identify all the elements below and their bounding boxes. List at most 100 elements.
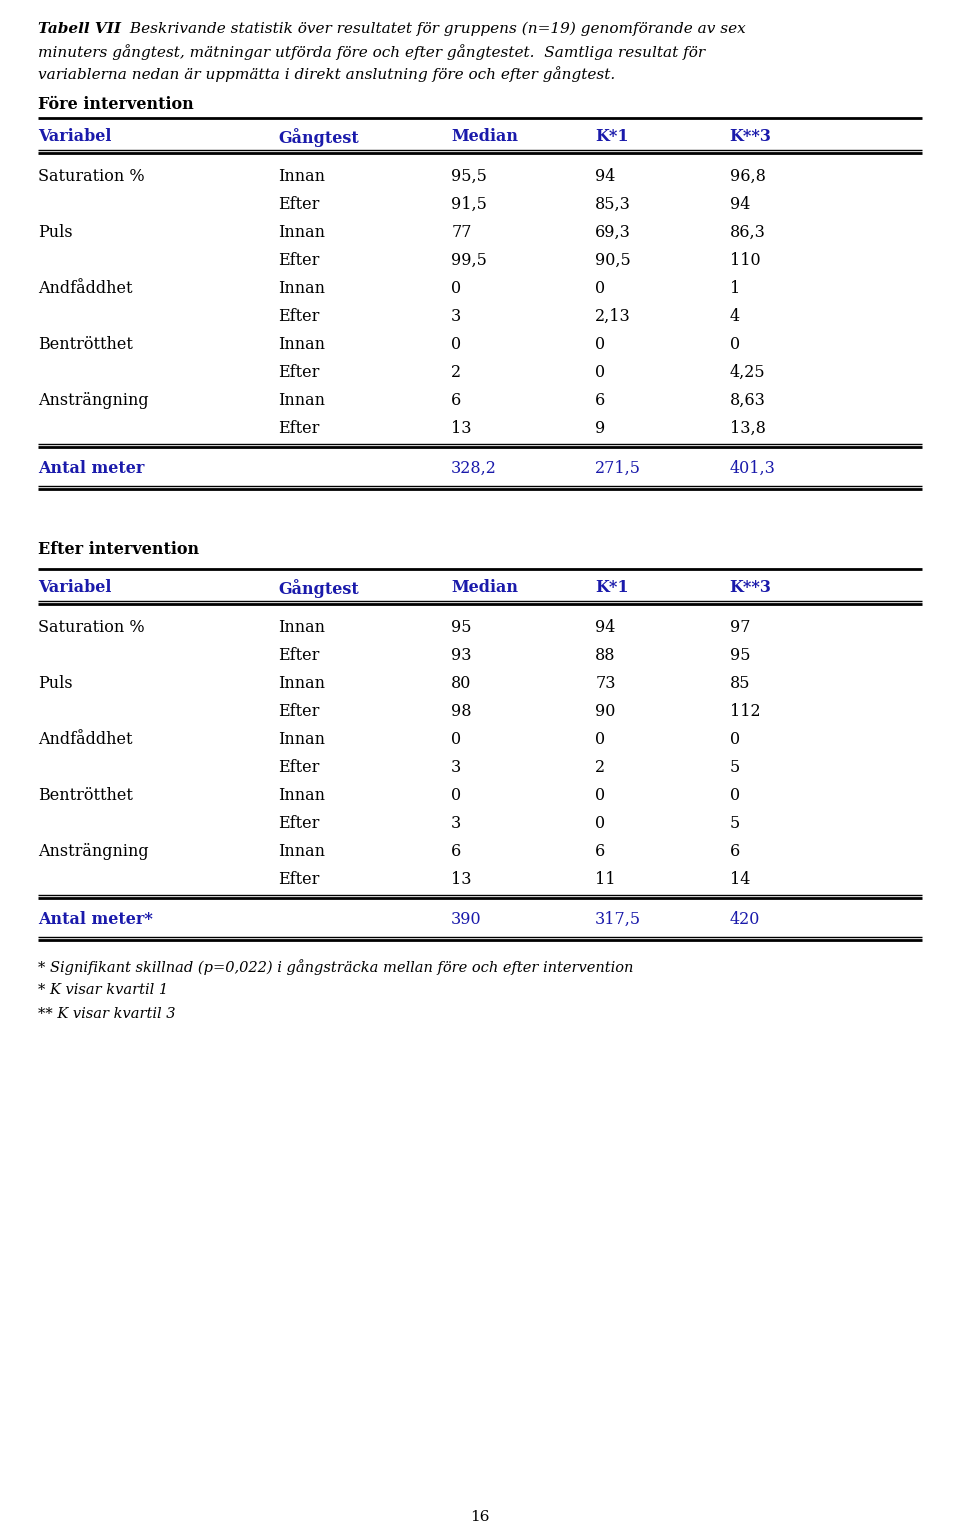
- Text: 95,5: 95,5: [451, 167, 487, 186]
- Text: Ansträngning: Ansträngning: [38, 391, 149, 408]
- Text: Median: Median: [451, 127, 518, 144]
- Text: Bentrötthet: Bentrötthet: [38, 787, 133, 804]
- Text: Puls: Puls: [38, 675, 73, 692]
- Text: Variabel: Variabel: [38, 579, 111, 596]
- Text: 6: 6: [595, 391, 606, 408]
- Text: 6: 6: [595, 843, 606, 860]
- Text: 80: 80: [451, 675, 471, 692]
- Text: Andfåddhet: Andfåddhet: [38, 731, 132, 748]
- Text: 390: 390: [451, 910, 482, 929]
- Text: 13: 13: [451, 421, 471, 437]
- Text: Efter: Efter: [278, 421, 320, 437]
- Text: Beskrivande statistik över resultatet för gruppens (n=19) genomförande av sex: Beskrivande statistik över resultatet fö…: [126, 21, 746, 37]
- Text: 0: 0: [730, 731, 740, 748]
- Text: 6: 6: [451, 391, 462, 408]
- Text: Innan: Innan: [278, 675, 325, 692]
- Text: 85: 85: [730, 675, 750, 692]
- Text: 2: 2: [451, 364, 462, 381]
- Text: Gångtest: Gångtest: [278, 579, 359, 599]
- Text: 94: 94: [730, 196, 750, 213]
- Text: 0: 0: [595, 364, 606, 381]
- Text: Innan: Innan: [278, 224, 325, 241]
- Text: Efter: Efter: [278, 758, 320, 777]
- Text: 77: 77: [451, 224, 471, 241]
- Text: Gångtest: Gångtest: [278, 127, 359, 147]
- Text: minuters gångtest, mätningar utförda före och efter gångtestet.  Samtliga result: minuters gångtest, mätningar utförda för…: [38, 45, 706, 60]
- Text: 3: 3: [451, 309, 462, 325]
- Text: Saturation %: Saturation %: [38, 167, 145, 186]
- Text: Efter intervention: Efter intervention: [38, 540, 200, 559]
- Text: 90,5: 90,5: [595, 252, 631, 269]
- Text: 90: 90: [595, 703, 615, 720]
- Text: 6: 6: [730, 843, 740, 860]
- Text: 9: 9: [595, 421, 606, 437]
- Text: 91,5: 91,5: [451, 196, 487, 213]
- Text: Efter: Efter: [278, 870, 320, 889]
- Text: 73: 73: [595, 675, 615, 692]
- Text: 317,5: 317,5: [595, 910, 641, 929]
- Text: 16: 16: [470, 1510, 490, 1524]
- Text: K*1: K*1: [595, 127, 629, 144]
- Text: 3: 3: [451, 815, 462, 832]
- Text: 14: 14: [730, 870, 750, 889]
- Text: 110: 110: [730, 252, 760, 269]
- Text: Innan: Innan: [278, 843, 325, 860]
- Text: Tabell VII: Tabell VII: [38, 21, 121, 35]
- Text: 328,2: 328,2: [451, 460, 497, 477]
- Text: 401,3: 401,3: [730, 460, 776, 477]
- Text: 94: 94: [595, 167, 615, 186]
- Text: Efter: Efter: [278, 364, 320, 381]
- Text: Efter: Efter: [278, 815, 320, 832]
- Text: 13: 13: [451, 870, 471, 889]
- Text: 96,8: 96,8: [730, 167, 765, 186]
- Text: 98: 98: [451, 703, 471, 720]
- Text: 95: 95: [451, 619, 471, 635]
- Text: 0: 0: [595, 279, 606, 296]
- Text: 86,3: 86,3: [730, 224, 765, 241]
- Text: 0: 0: [595, 336, 606, 353]
- Text: K**3: K**3: [730, 579, 772, 596]
- Text: K**3: K**3: [730, 127, 772, 144]
- Text: 88: 88: [595, 646, 615, 665]
- Text: Variabel: Variabel: [38, 127, 111, 144]
- Text: 4,25: 4,25: [730, 364, 765, 381]
- Text: 13,8: 13,8: [730, 421, 765, 437]
- Text: K*1: K*1: [595, 579, 629, 596]
- Text: 0: 0: [451, 279, 462, 296]
- Text: Innan: Innan: [278, 787, 325, 804]
- Text: 5: 5: [730, 815, 740, 832]
- Text: Efter: Efter: [278, 646, 320, 665]
- Text: Innan: Innan: [278, 336, 325, 353]
- Text: Innan: Innan: [278, 279, 325, 296]
- Text: Innan: Innan: [278, 391, 325, 408]
- Text: variablerna nedan är uppmätta i direkt anslutning före och efter gångtest.: variablerna nedan är uppmätta i direkt a…: [38, 66, 615, 81]
- Text: 6: 6: [451, 843, 462, 860]
- Text: 0: 0: [451, 731, 462, 748]
- Text: 69,3: 69,3: [595, 224, 631, 241]
- Text: Antal meter*: Antal meter*: [38, 910, 154, 929]
- Text: 11: 11: [595, 870, 615, 889]
- Text: 0: 0: [451, 336, 462, 353]
- Text: 95: 95: [730, 646, 750, 665]
- Text: 93: 93: [451, 646, 471, 665]
- Text: * Signifikant skillnad (p=0,022) i gångsträcka mellan före och efter interventio: * Signifikant skillnad (p=0,022) i gångs…: [38, 959, 634, 975]
- Text: Innan: Innan: [278, 619, 325, 635]
- Text: 85,3: 85,3: [595, 196, 631, 213]
- Text: 1: 1: [730, 279, 740, 296]
- Text: Efter: Efter: [278, 196, 320, 213]
- Text: 0: 0: [730, 787, 740, 804]
- Text: 0: 0: [595, 787, 606, 804]
- Text: Innan: Innan: [278, 167, 325, 186]
- Text: Innan: Innan: [278, 731, 325, 748]
- Text: Antal meter: Antal meter: [38, 460, 145, 477]
- Text: Efter: Efter: [278, 309, 320, 325]
- Text: 2,13: 2,13: [595, 309, 631, 325]
- Text: 2: 2: [595, 758, 606, 777]
- Text: 5: 5: [730, 758, 740, 777]
- Text: Ansträngning: Ansträngning: [38, 843, 149, 860]
- Text: 420: 420: [730, 910, 760, 929]
- Text: Efter: Efter: [278, 252, 320, 269]
- Text: 97: 97: [730, 619, 750, 635]
- Text: Före intervention: Före intervention: [38, 97, 194, 114]
- Text: 8,63: 8,63: [730, 391, 765, 408]
